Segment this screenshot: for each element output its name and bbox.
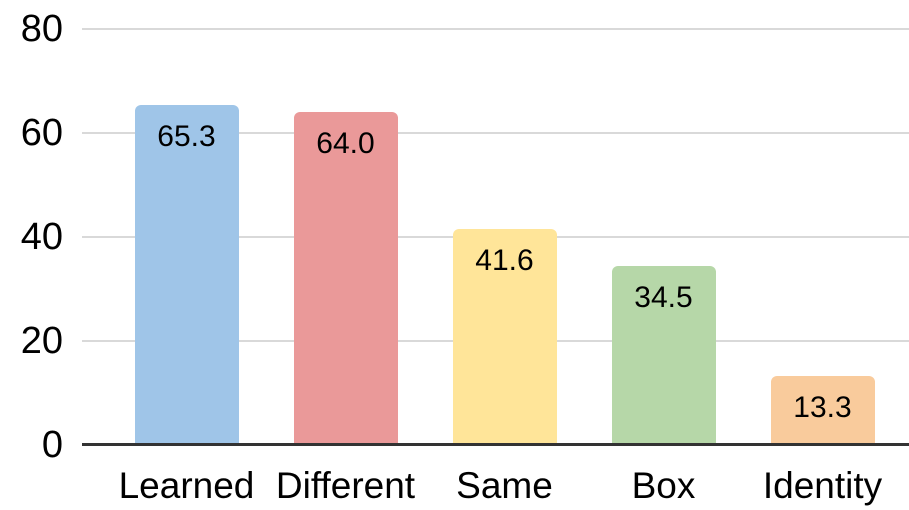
x-axis-category-label-learned: Learned (118, 465, 255, 506)
y-axis-tick-label-0: 0 (41, 424, 63, 466)
bar-value-label: 64.0 (316, 127, 375, 161)
x-axis-category-label-identity: Identity (762, 465, 883, 506)
x-axis-category-label-same: Same (456, 465, 553, 506)
y-axis-tick-label-60: 60 (20, 112, 63, 154)
bar-learned: 65.3 (134, 105, 239, 446)
bar-different: 64.0 (293, 112, 398, 446)
bar-value-label: 41.6 (475, 243, 534, 277)
y-axis-tick-label-80: 80 (20, 8, 63, 50)
bar-value-label: 34.5 (634, 280, 693, 314)
x-axis-category-label-box: Box (631, 465, 696, 506)
bar-identity: 13.3 (770, 375, 875, 446)
y-axis-tick-label-40: 40 (20, 216, 63, 258)
x-axis-category-label-different: Different (275, 465, 416, 506)
y-axis-tick-label-20: 20 (20, 320, 63, 362)
bar-box: 34.5 (611, 265, 716, 446)
bar-same: 41.6 (452, 228, 557, 446)
x-axis-line (82, 443, 909, 446)
bar-value-label: 13.3 (793, 390, 852, 424)
bar-value-label: 65.3 (157, 120, 216, 154)
gridline-60 (82, 132, 909, 134)
gridline-80 (82, 28, 909, 30)
